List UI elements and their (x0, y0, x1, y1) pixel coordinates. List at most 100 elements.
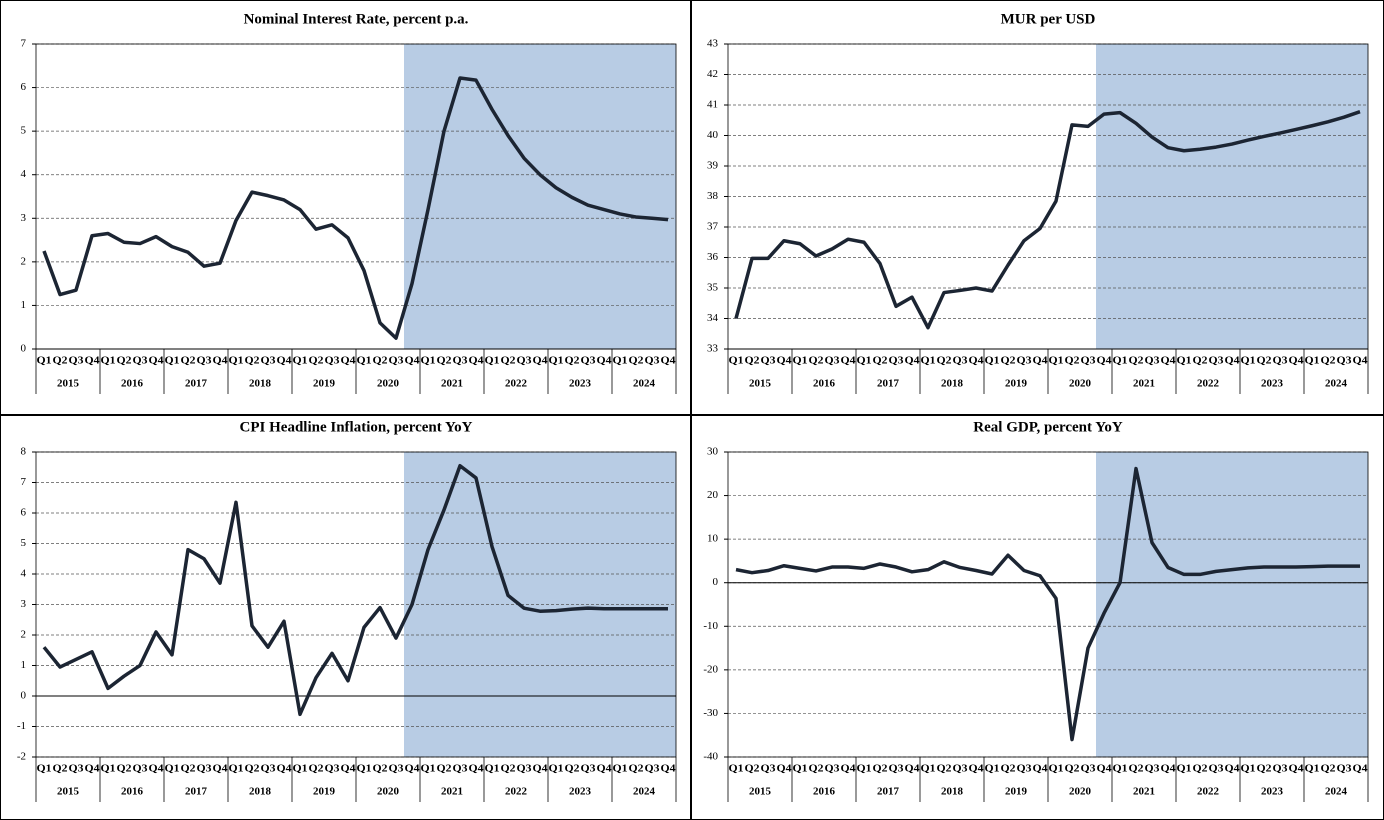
series-line (42, 463, 668, 717)
x-tick-label: Q4 (341, 355, 357, 367)
x-tick-label: Q3 (825, 355, 841, 367)
x-group-label: 2019 (313, 378, 336, 390)
x-tick-label: Q3 (1145, 763, 1161, 775)
x-group-label: 2020 (1069, 786, 1092, 798)
x-tick-label: Q4 (777, 355, 793, 367)
x-tick-label: Q3 (1145, 355, 1161, 367)
x-group-label: 2017 (185, 378, 208, 390)
x-tick-label: Q4 (1161, 763, 1177, 775)
y-tick-label: 33 (707, 343, 719, 355)
x-group-label: 2022 (505, 378, 528, 390)
x-group-label: 2018 (941, 786, 964, 798)
x-tick-label: Q3 (1273, 355, 1289, 367)
x-tick-label: Q3 (69, 763, 85, 775)
x-tick-label: Q2 (181, 355, 197, 367)
y-tick-label: 7 (21, 38, 27, 50)
x-tick-label: Q3 (1209, 355, 1225, 367)
x-tick-label: Q2 (1129, 763, 1145, 775)
x-tick-label: Q4 (661, 355, 677, 367)
x-tick-label: Q3 (389, 355, 405, 367)
x-group-label: 2024 (1325, 378, 1348, 390)
x-tick-label: Q3 (761, 355, 777, 367)
x-group-label: 2016 (121, 378, 144, 390)
x-tick-label: Q4 (213, 763, 229, 775)
y-tick-label: 3 (21, 212, 27, 224)
y-tick-label: 40 (707, 129, 719, 141)
x-tick-label: Q2 (1001, 763, 1017, 775)
x-tick-label: Q2 (1193, 355, 1209, 367)
x-tick-label: Q4 (969, 355, 985, 367)
x-tick-label: Q2 (809, 355, 825, 367)
x-tick-label: Q2 (373, 355, 389, 367)
x-group-label: 2017 (877, 786, 900, 798)
x-tick-label: Q4 (149, 355, 165, 367)
x-group-label: 2024 (1325, 786, 1348, 798)
x-tick-label: Q3 (1337, 763, 1353, 775)
x-group-label: 2023 (1261, 378, 1284, 390)
x-tick-label: Q1 (921, 355, 936, 367)
chart-panel: Real GDP, percent YoY -40 -30 -20 -10 0 10 20 30… (703, 419, 1369, 802)
x-tick-label: Q2 (629, 355, 645, 367)
y-tick-label: 5 (21, 125, 27, 137)
x-tick-label: Q4 (1033, 355, 1049, 367)
x-tick-label: Q1 (293, 355, 308, 367)
x-tick-label: Q2 (181, 763, 197, 775)
x-tick-label: Q3 (645, 355, 661, 367)
x-tick-label: Q4 (85, 763, 101, 775)
x-tick-label: Q2 (745, 763, 761, 775)
x-tick-label: Q3 (1017, 763, 1033, 775)
x-tick-label: Q3 (889, 763, 905, 775)
x-tick-label: Q4 (277, 763, 293, 775)
y-tick-label: 36 (707, 251, 719, 263)
x-tick-label: Q3 (581, 763, 597, 775)
x-tick-label: Q4 (597, 355, 613, 367)
x-group-label: 2018 (249, 786, 272, 798)
x-tick-label: Q4 (841, 763, 857, 775)
x-tick-label: Q1 (421, 763, 436, 775)
x-tick-label: Q1 (549, 763, 564, 775)
x-group-label: 2021 (1133, 786, 1155, 798)
x-group-label: 2016 (121, 786, 144, 798)
x-tick-label: Q3 (953, 355, 969, 367)
x-tick-label: Q2 (1321, 763, 1337, 775)
x-tick-label: Q1 (1049, 355, 1064, 367)
chart-title: CPI Headline Inflation, percent YoY (240, 419, 473, 435)
x-tick-label: Q1 (793, 355, 808, 367)
y-tick-label: 6 (21, 507, 27, 519)
x-tick-label: Q1 (357, 355, 372, 367)
x-tick-label: Q3 (453, 355, 469, 367)
x-tick-label: Q3 (1209, 763, 1225, 775)
y-tick-label: -10 (703, 620, 718, 632)
x-tick-label: Q4 (1097, 763, 1113, 775)
x-group-label: 2021 (441, 786, 463, 798)
x-tick-label: Q4 (1161, 355, 1177, 367)
x-tick-label: Q3 (1273, 763, 1289, 775)
x-tick-label: Q1 (921, 763, 936, 775)
x-group-label: 2022 (505, 786, 528, 798)
x-tick-label: Q3 (1017, 355, 1033, 367)
x-tick-label: Q1 (1305, 763, 1320, 775)
x-tick-label: Q1 (37, 763, 52, 775)
x-tick-label: Q1 (293, 763, 308, 775)
x-tick-label: Q2 (245, 763, 261, 775)
x-tick-label: Q3 (261, 355, 277, 367)
x-tick-label: Q3 (1337, 355, 1353, 367)
y-tick-label: 2 (21, 255, 27, 267)
y-tick-label: 38 (707, 190, 719, 202)
x-tick-label: Q3 (69, 355, 85, 367)
x-tick-label: Q1 (985, 763, 1000, 775)
x-tick-label: Q2 (309, 763, 325, 775)
x-tick-label: Q4 (777, 763, 793, 775)
y-tick-label: -20 (703, 663, 718, 675)
x-tick-label: Q1 (1113, 355, 1128, 367)
x-tick-label: Q4 (1033, 763, 1049, 775)
x-group-label: 2017 (877, 378, 900, 390)
x-tick-label: Q4 (597, 763, 613, 775)
x-tick-label: Q4 (1225, 763, 1241, 775)
x-tick-label: Q4 (469, 763, 485, 775)
x-tick-label: Q1 (1305, 355, 1320, 367)
x-group-label: 2023 (1261, 786, 1284, 798)
y-tick-label: 35 (707, 282, 719, 294)
x-tick-label: Q2 (53, 763, 69, 775)
